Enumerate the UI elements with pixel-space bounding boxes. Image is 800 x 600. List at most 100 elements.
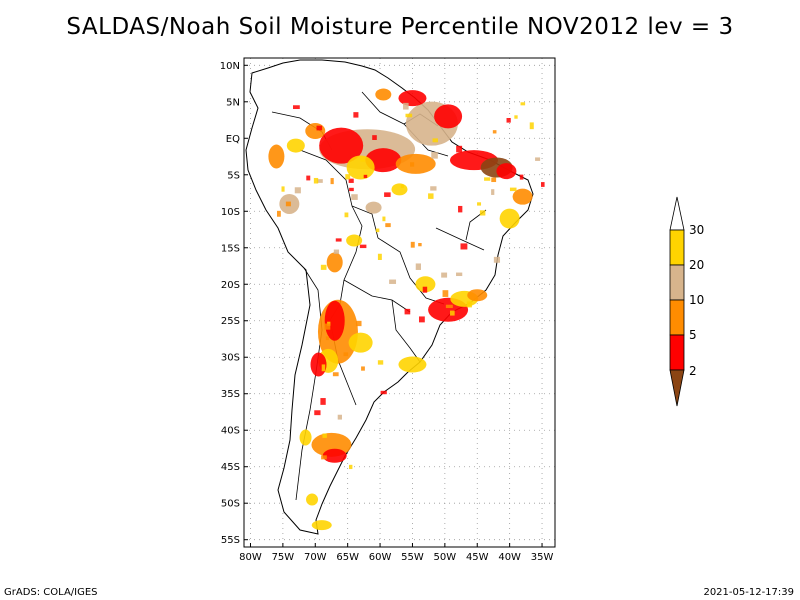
moisture-patch-yellow [306, 493, 319, 506]
moisture-speck [320, 264, 327, 270]
moisture-speck [293, 105, 300, 110]
moisture-speck [418, 316, 425, 323]
moisture-speck [405, 113, 413, 118]
colorbar: 30 20 10 5 2 [669, 196, 704, 407]
moisture-speck [541, 182, 545, 187]
moisture-speck [506, 118, 511, 123]
moisture-patch-red [434, 104, 463, 129]
moisture-speck [415, 263, 421, 270]
moisture-speck [410, 162, 415, 167]
lon-label: 50W [434, 552, 457, 563]
moisture-patch-yellow [499, 208, 520, 229]
moisture-patch-orange [512, 188, 533, 205]
moisture-speck [313, 177, 319, 184]
south-america-outline [245, 59, 534, 535]
moisture-speck [320, 398, 326, 405]
moisture-speck [403, 102, 409, 110]
moisture-patch-orange [305, 122, 326, 139]
moisture-speck [442, 290, 449, 297]
moisture-speck [529, 122, 534, 130]
moisture-speck [343, 352, 349, 357]
moisture-speck [375, 228, 380, 233]
lon-label: 40W [498, 552, 521, 563]
moisture-patch-orange [467, 289, 488, 302]
moisture-speck [348, 178, 354, 183]
moisture-speck [479, 210, 486, 216]
colorbar-bottom-triangle [669, 369, 685, 407]
lat-label: EQ [226, 134, 240, 145]
moisture-patch-yellow [311, 520, 332, 531]
moisture-speck [432, 138, 438, 143]
moisture-speck [276, 210, 281, 217]
moisture-speck [520, 102, 526, 106]
lat-label: 10N [220, 61, 240, 72]
moisture-speck [316, 125, 323, 131]
moisture-patch-yellow [398, 356, 427, 373]
moisture-patch-tan [365, 201, 382, 214]
moisture-patch-orange [268, 144, 285, 169]
moisture-speck [333, 249, 340, 254]
lon-label: 45W [466, 552, 489, 563]
moisture-speck [418, 242, 422, 247]
soil-moisture-shading [268, 88, 545, 531]
moisture-patch-yellow [346, 234, 363, 247]
lat-label: 5S [227, 170, 240, 181]
moisture-patch-orange [375, 88, 392, 101]
moisture-speck [360, 157, 366, 162]
moisture-speck [422, 286, 428, 293]
lon-label: 75W [272, 552, 295, 563]
moisture-speck [458, 205, 463, 213]
moisture-speck [281, 186, 285, 192]
moisture-speck [325, 336, 329, 341]
moisture-patch-yellow [346, 155, 375, 180]
moisture-speck [314, 410, 321, 416]
moisture-speck [450, 310, 455, 316]
moisture-speck [484, 177, 491, 181]
moisture-speck [337, 414, 342, 420]
moisture-speck [385, 223, 391, 228]
moisture-speck [428, 193, 434, 199]
colorbar-segment-orange [669, 299, 685, 336]
lat-label: 55S [221, 535, 240, 546]
moisture-speck [519, 174, 524, 180]
moisture-patch-orange [395, 153, 436, 174]
moisture-speck [332, 372, 339, 377]
moisture-speck [492, 130, 497, 134]
moisture-speck [335, 238, 342, 242]
moisture-speck [316, 179, 323, 183]
moisture-speck [355, 320, 362, 327]
map-title: SALDAS/Noah Soil Moisture Percentile NOV… [66, 14, 734, 40]
moisture-speck [351, 194, 358, 200]
moisture-speck [344, 212, 349, 218]
moisture-speck [430, 186, 437, 191]
moisture-speck [285, 201, 291, 207]
lon-label: 60W [369, 552, 392, 563]
moisture-speck [460, 243, 468, 250]
moisture-speck [384, 192, 391, 197]
lon-label: 80W [239, 552, 262, 563]
moisture-speck [410, 241, 415, 248]
colorbar-label: 30 [689, 223, 704, 237]
colorbar-label: 20 [689, 258, 704, 272]
moisture-speck [400, 184, 404, 188]
lat-label: 20S [221, 280, 240, 291]
colorbar-label: 2 [689, 364, 697, 378]
lon-label: 65W [336, 552, 359, 563]
moisture-speck [321, 455, 327, 460]
moisture-speck [306, 175, 311, 181]
moisture-speck [377, 253, 382, 260]
moisture-patch-yellow [348, 332, 373, 353]
lat-label: 10S [221, 207, 240, 218]
moisture-speck [431, 152, 438, 159]
colorbar-segment-yellow [669, 229, 685, 266]
moisture-patch-red [398, 90, 427, 107]
moisture-speck [372, 135, 377, 140]
moisture-speck [514, 115, 518, 119]
moisture-patch-yellow [286, 138, 305, 153]
moisture-patch-yellow [391, 183, 408, 196]
moisture-speck [363, 174, 368, 179]
moisture-speck [535, 157, 541, 161]
moisture-speck [491, 189, 495, 195]
lat-label: 45S [221, 462, 240, 473]
